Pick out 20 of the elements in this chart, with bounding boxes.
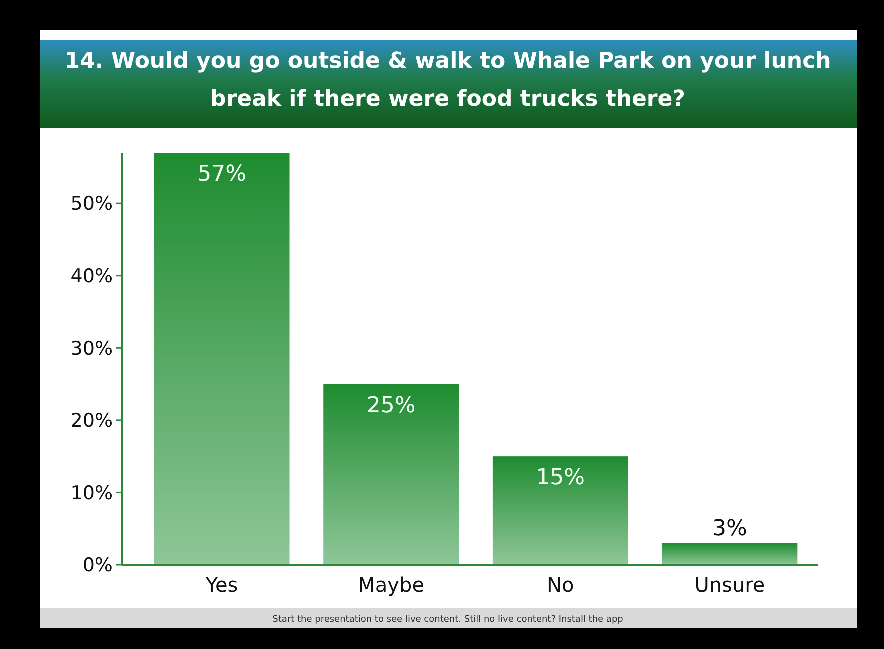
bar bbox=[324, 384, 460, 565]
y-tick-label: 20% bbox=[70, 410, 113, 432]
y-tick-label: 40% bbox=[70, 266, 113, 288]
data-label: 3% bbox=[712, 516, 748, 542]
bar bbox=[154, 153, 290, 565]
y-tick-label: 10% bbox=[70, 482, 113, 504]
y-tick-label: 0% bbox=[82, 554, 113, 577]
bar bbox=[492, 456, 628, 565]
text: Start the presentation to see live content. Still no live content? Install the app bbox=[272, 615, 624, 625]
x-tick-label: Yes bbox=[204, 573, 238, 597]
data-label: 57% bbox=[198, 162, 246, 187]
data-label: 25% bbox=[366, 393, 416, 418]
x-tick-label: Unsure bbox=[694, 573, 766, 597]
y-tick-label: 30% bbox=[70, 338, 113, 360]
bar bbox=[662, 543, 798, 565]
x-tick-label: No bbox=[547, 573, 574, 597]
chart-title: 14. Would you go outside & walk to Whale Park on your lunch break if there were food trucks there? bbox=[64, 49, 832, 112]
x-tick-label: Maybe bbox=[358, 573, 425, 597]
y-tick-label: 50% bbox=[70, 193, 113, 216]
data-label: 15% bbox=[536, 466, 586, 491]
